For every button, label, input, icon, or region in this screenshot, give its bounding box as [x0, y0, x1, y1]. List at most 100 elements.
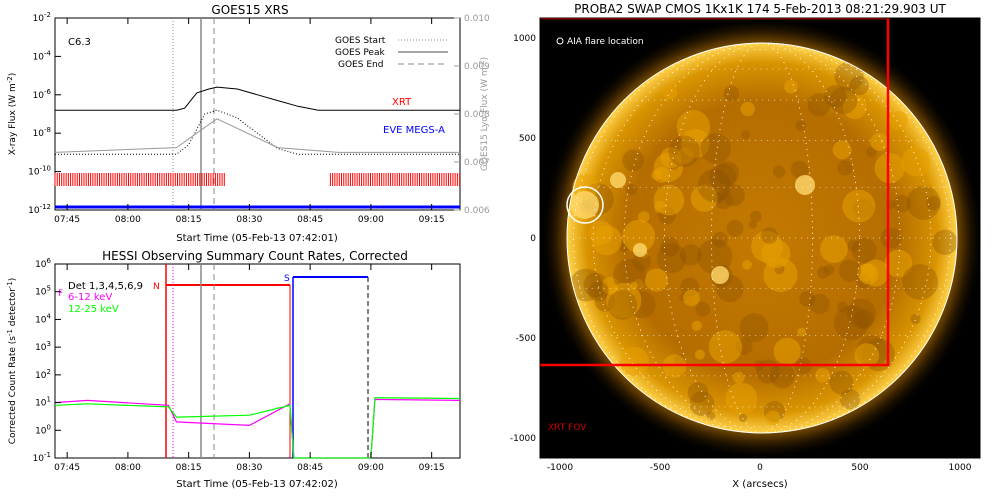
sun-feature [773, 337, 801, 365]
sun-feature [765, 410, 781, 426]
sun-feature [784, 79, 798, 94]
swap-xtick-label: 1000 [949, 463, 972, 473]
xtick-label: 08:30 [236, 215, 262, 225]
goes-x-axis: 07:45 08:00 08:15 08:30 08:45 09:00 09:15 [54, 18, 445, 225]
sun-feature [874, 153, 905, 184]
hessi-legend-det: Det 1,3,4,5,6,9 [68, 281, 143, 292]
goes-short-channel-line [55, 109, 460, 155]
xtick-label: 08:00 [115, 215, 141, 225]
hessi-ytick-label: 104 [35, 312, 51, 325]
goes-long-channel-line [55, 86, 460, 111]
sun-feature [839, 389, 861, 410]
active-region [795, 175, 815, 195]
sun-feature [854, 309, 874, 330]
sun-feature [807, 93, 831, 117]
xrt-label: XRT [392, 97, 412, 108]
sun-feature [660, 237, 680, 257]
sun-feature [854, 343, 879, 368]
sun-feature [842, 189, 876, 223]
goes-ytick-label: 10-10 [28, 165, 51, 178]
goes-ytick-right-label: 0.006 [464, 206, 490, 216]
swap-xtick-label: 500 [851, 463, 868, 473]
hessi-ytick-label: 101 [35, 396, 51, 409]
sun-feature [697, 168, 732, 203]
grid-longitude [711, 42, 813, 434]
xtick-label: 08:45 [297, 463, 323, 473]
sun-feature [790, 160, 809, 179]
goes-ytick-label: 10-2 [33, 11, 51, 24]
sun-feature [834, 305, 869, 341]
goes-ytick-label: 10-8 [33, 126, 51, 139]
sun-feature [668, 135, 700, 168]
sun-feature [656, 243, 687, 274]
active-region [571, 191, 599, 219]
sun-feature [607, 290, 638, 320]
sun-feature [817, 266, 830, 279]
active-region [610, 172, 626, 188]
hessi-ytick-label: 106 [35, 257, 51, 270]
hessi-y-axis: 106 105 104 103 102 101 100 10-1 [33, 257, 61, 464]
goes-title: GOES15 XRS [211, 3, 288, 17]
goes-ytick-right-label: 0.010 [464, 14, 490, 24]
sun-feature [829, 370, 854, 395]
sun-feature [769, 363, 795, 389]
swap-ytick-label: 500 [519, 134, 536, 144]
hessi-ytick-label: 102 [35, 368, 51, 381]
sun-feature [842, 95, 867, 120]
sun-feature [761, 239, 791, 269]
swap-x-axis: -1000 -500 0 500 1000 [547, 452, 972, 473]
sun-feature [849, 75, 869, 96]
sun-feature [732, 371, 745, 384]
sun-feature [690, 184, 718, 212]
sun-feature [722, 184, 745, 207]
swap-xtick-label: 0 [757, 463, 763, 473]
active-region [633, 243, 647, 257]
sun-feature [741, 130, 750, 140]
hessi-ytick-label: 10-1 [33, 451, 51, 464]
sun-feature [889, 111, 908, 130]
xtick-label: 09:00 [358, 463, 384, 473]
legend-goes-end-label: GOES End [338, 60, 383, 70]
sun-feature [713, 190, 733, 210]
sun-feature [588, 220, 614, 246]
sun-feature [691, 320, 702, 331]
sun-feature [708, 330, 743, 364]
hessi-xlabel: Start Time (05-Feb-13 07:42:02) [176, 479, 338, 490]
sun-feature [884, 249, 913, 278]
sun-feature [932, 229, 958, 255]
swap-xtick-label: -1000 [547, 463, 573, 473]
sun-feature [569, 268, 603, 302]
goes-lya-line [54, 118, 460, 153]
swap-xlabel: X (arcsecs) [732, 479, 788, 490]
grid-longitude [623, 42, 901, 434]
sun-feature [748, 220, 758, 229]
sun-feature [588, 281, 609, 302]
sun-feature [837, 301, 848, 313]
sun-feature [847, 240, 859, 252]
hessi-ytick-label: 103 [35, 340, 51, 353]
sun-feature [625, 183, 637, 196]
sun-feature [857, 263, 875, 282]
sun-feature [797, 327, 807, 337]
sun-feature [910, 313, 921, 325]
xtick-label: 09:15 [419, 215, 445, 225]
sun-feature [740, 101, 755, 117]
sun-feature [772, 165, 786, 179]
sun-feature [893, 194, 911, 213]
sun-feature [683, 289, 700, 307]
xtick-label: 09:00 [358, 215, 384, 225]
sun-feature [738, 413, 748, 422]
hessi-legend-high: 12-25 keV [68, 304, 119, 315]
sun-feature [583, 272, 608, 298]
sun-feature [837, 160, 853, 176]
sun-feature [689, 391, 715, 417]
hessi-x-axis: 07:45 08:00 08:15 08:30 08:45 09:00 09:15 [54, 264, 445, 473]
sun-feature [606, 282, 642, 318]
sun-feature [761, 227, 778, 244]
sun-feature [902, 264, 939, 300]
sun-feature [632, 252, 651, 271]
xrt-fov-box [540, 18, 890, 367]
hessi-title: HESSI Observing Summary Count Rates, Cor… [102, 249, 408, 263]
sun-feature [906, 185, 941, 220]
